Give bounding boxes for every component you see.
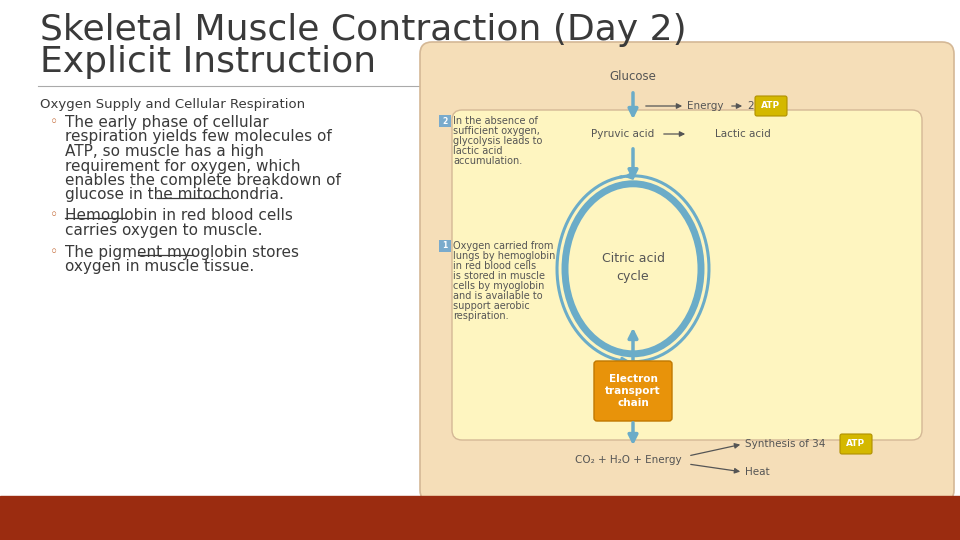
Text: Lactic acid: Lactic acid: [715, 129, 771, 139]
Text: oxygen in muscle tissue.: oxygen in muscle tissue.: [65, 260, 254, 274]
Text: ◦: ◦: [50, 208, 59, 222]
Text: ATP, so muscle has a high: ATP, so muscle has a high: [65, 144, 264, 159]
Text: ATP: ATP: [761, 102, 780, 111]
Text: accumulation.: accumulation.: [453, 156, 522, 166]
Text: glucose in the mitochondria.: glucose in the mitochondria.: [65, 187, 284, 202]
Text: respiration yields few molecules of: respiration yields few molecules of: [65, 130, 332, 145]
Text: is stored in muscle: is stored in muscle: [453, 271, 545, 281]
Text: ◦: ◦: [50, 115, 59, 129]
Text: Heat: Heat: [745, 467, 770, 477]
Text: respiration.: respiration.: [453, 311, 509, 321]
FancyBboxPatch shape: [439, 115, 451, 127]
FancyBboxPatch shape: [840, 434, 872, 454]
Text: lungs by hemoglobin: lungs by hemoglobin: [453, 251, 556, 261]
Text: ◦: ◦: [50, 245, 59, 259]
FancyBboxPatch shape: [755, 96, 787, 116]
FancyBboxPatch shape: [420, 42, 954, 502]
Text: In the absence of: In the absence of: [453, 116, 538, 126]
FancyBboxPatch shape: [594, 361, 672, 421]
Text: cycle: cycle: [616, 271, 649, 284]
Text: and is available to: and is available to: [453, 291, 542, 301]
Bar: [0, 496, 960, 540]
Text: Glucose: Glucose: [610, 70, 657, 83]
Text: Synthesis of 34: Synthesis of 34: [745, 439, 826, 449]
Text: requirement for oxygen, which: requirement for oxygen, which: [65, 159, 300, 173]
Text: ATP: ATP: [847, 440, 866, 449]
Text: 1: 1: [443, 241, 447, 251]
Text: Explicit Instruction: Explicit Instruction: [40, 45, 376, 79]
FancyBboxPatch shape: [452, 110, 922, 440]
Text: enables the complete breakdown of: enables the complete breakdown of: [65, 173, 341, 188]
Text: support aerobic: support aerobic: [453, 301, 530, 311]
Text: Oxygen carried from: Oxygen carried from: [453, 241, 553, 251]
Text: Hemoglobin in red blood cells: Hemoglobin in red blood cells: [65, 208, 293, 223]
Text: The early phase of cellular: The early phase of cellular: [65, 115, 269, 130]
Text: CO₂ + H₂O + Energy: CO₂ + H₂O + Energy: [575, 455, 682, 465]
Text: carries oxygen to muscle.: carries oxygen to muscle.: [65, 222, 262, 238]
Text: Oxygen Supply and Cellular Respiration: Oxygen Supply and Cellular Respiration: [40, 98, 305, 111]
Text: Electron
transport
chain: Electron transport chain: [605, 374, 660, 408]
Text: lactic acid: lactic acid: [453, 146, 502, 156]
Text: Pyruvic acid: Pyruvic acid: [591, 129, 655, 139]
Text: Skeletal Muscle Contraction (Day 2): Skeletal Muscle Contraction (Day 2): [40, 13, 686, 47]
Text: The pigment myoglobin stores: The pigment myoglobin stores: [65, 245, 299, 260]
Text: 2: 2: [443, 117, 447, 125]
Text: 2: 2: [747, 101, 754, 111]
Text: cells by myoglobin: cells by myoglobin: [453, 281, 544, 291]
Text: glycolysis leads to: glycolysis leads to: [453, 136, 542, 146]
Text: in red blood cells: in red blood cells: [453, 261, 536, 271]
Text: sufficient oxygen,: sufficient oxygen,: [453, 126, 540, 136]
Text: Citric acid: Citric acid: [602, 252, 664, 265]
Ellipse shape: [565, 184, 701, 354]
FancyBboxPatch shape: [439, 240, 451, 252]
Text: Energy: Energy: [687, 101, 724, 111]
